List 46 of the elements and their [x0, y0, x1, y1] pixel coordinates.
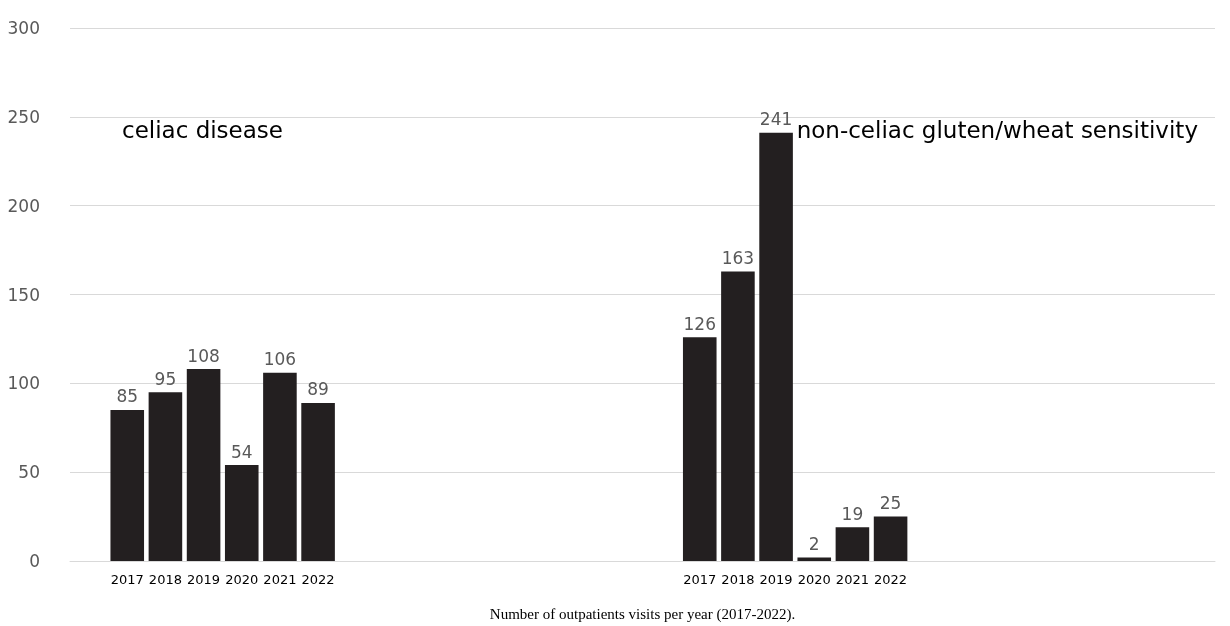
x-axis-title: Number of outpatients visits per year (2017-2022).	[489, 605, 796, 623]
x-tick-label: 2018	[721, 572, 755, 587]
data-label: 106	[263, 349, 297, 370]
bar	[873, 516, 908, 561]
x-tick-label: 2017	[110, 572, 144, 587]
bar	[186, 369, 221, 561]
y-tick-label: 100	[7, 373, 40, 394]
annotation: celiac disease	[122, 116, 283, 143]
data-label: 108	[187, 345, 220, 366]
y-tick-label: 0	[29, 551, 40, 571]
y-tick-label: 150	[7, 284, 40, 305]
bar	[110, 409, 145, 561]
bar	[682, 337, 717, 561]
data-label: 2	[808, 533, 820, 554]
data-label: 19	[841, 503, 864, 524]
data-label: 89	[307, 379, 329, 400]
bar	[263, 372, 297, 561]
y-tick-label: 250	[7, 106, 40, 127]
x-tick-label: 2017	[683, 572, 717, 587]
x-tick-label: 2022	[874, 572, 908, 587]
bar	[797, 557, 832, 561]
data-label: 163	[721, 247, 755, 268]
data-label: 241	[759, 109, 793, 130]
y-tick-label: 50	[18, 462, 40, 483]
data-label: 54	[230, 441, 253, 462]
x-tick-label: 2019	[759, 572, 793, 587]
x-tick-label: 2020	[797, 572, 831, 587]
y-tick-label: 300	[7, 18, 40, 38]
bar	[148, 392, 183, 561]
y-tick-label: 200	[7, 195, 40, 216]
data-label: 85	[116, 386, 139, 407]
data-label: 95	[154, 368, 177, 389]
data-label: 25	[879, 493, 902, 514]
bar	[759, 132, 793, 561]
x-tick-label: 2019	[187, 572, 221, 587]
bar	[835, 527, 870, 561]
bar	[301, 402, 335, 561]
bar	[721, 271, 755, 561]
x-tick-label: 2020	[225, 572, 259, 587]
bar	[224, 465, 259, 561]
x-tick-label: 2022	[301, 572, 335, 587]
annotation: non-celiac gluten/wheat sensitivity	[796, 116, 1199, 143]
x-tick-label: 2021	[835, 572, 869, 587]
x-tick-label: 2021	[263, 572, 297, 587]
x-tick-label: 2018	[148, 572, 182, 587]
data-label: 126	[683, 313, 716, 334]
